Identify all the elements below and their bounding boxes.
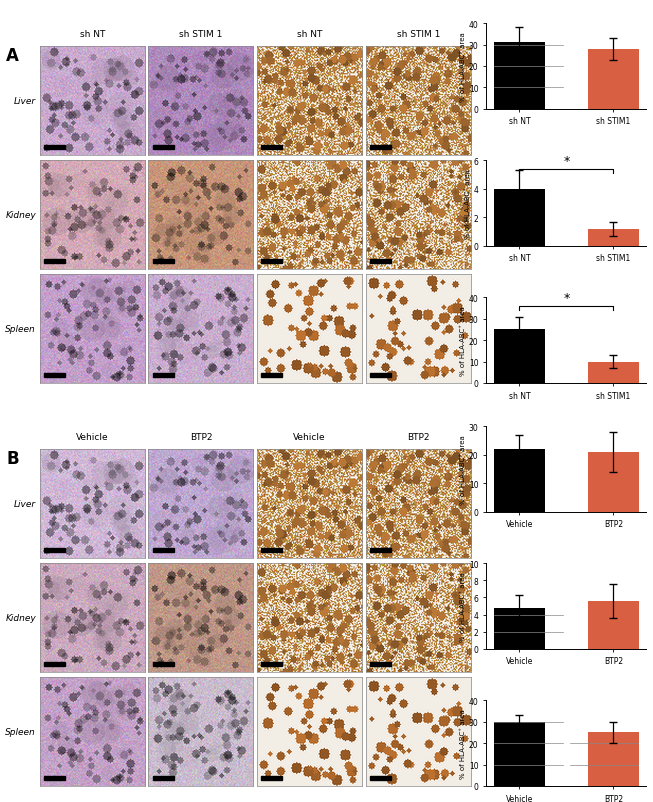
Bar	[44, 260, 65, 264]
Bar	[370, 662, 391, 666]
Bar	[588, 732, 639, 786]
Bar	[153, 662, 174, 666]
Bar	[261, 776, 282, 780]
Bar	[370, 549, 391, 553]
Bar	[370, 146, 391, 150]
Bar	[494, 722, 545, 786]
Y-axis label: % of HLA-ABC⁺ area: % of HLA-ABC⁺ area	[460, 708, 466, 778]
Bar	[494, 608, 545, 649]
Bar	[494, 189, 545, 246]
Bar	[261, 374, 282, 378]
Y-axis label: % of HLA-ABC⁺ area: % of HLA-ABC⁺ area	[460, 306, 466, 375]
Bar	[370, 260, 391, 264]
Y-axis label: % of HLA-ABC⁺ area: % of HLA-ABC⁺ area	[460, 572, 466, 641]
Bar	[44, 662, 65, 666]
Bar	[153, 146, 174, 150]
Y-axis label: % of HLA-ABC⁺ area: % of HLA-ABC⁺ area	[460, 435, 466, 504]
Bar	[261, 260, 282, 264]
Text: A: A	[6, 47, 19, 65]
Text: *: *	[564, 292, 569, 305]
Y-axis label: % of HLA-ABC⁺ area: % of HLA-ABC⁺ area	[465, 169, 471, 238]
Y-axis label: % of HLA-ABC⁺ area: % of HLA-ABC⁺ area	[460, 32, 466, 102]
Text: Kidney: Kidney	[5, 613, 36, 622]
Bar	[588, 452, 639, 512]
Text: sh NT: sh NT	[80, 30, 105, 39]
Bar	[153, 260, 174, 264]
Bar	[44, 146, 65, 150]
Bar	[153, 374, 174, 378]
Bar	[261, 146, 282, 150]
Bar	[588, 50, 639, 110]
Text: BTP2: BTP2	[189, 432, 212, 442]
Bar	[370, 776, 391, 780]
Bar	[44, 374, 65, 378]
Bar	[588, 602, 639, 649]
Text: *: *	[564, 155, 569, 168]
Bar	[44, 549, 65, 553]
Text: sh NT: sh NT	[297, 30, 323, 39]
Bar	[494, 330, 545, 383]
Bar	[588, 229, 639, 246]
Text: sh STIM 1: sh STIM 1	[180, 30, 223, 39]
Bar	[261, 662, 282, 666]
Bar	[588, 362, 639, 383]
Bar	[261, 549, 282, 553]
Text: Spleen: Spleen	[5, 727, 36, 736]
Bar	[153, 776, 174, 780]
Text: BTP2: BTP2	[407, 432, 430, 442]
Text: Vehicle: Vehicle	[293, 432, 326, 442]
Text: Spleen: Spleen	[5, 325, 36, 334]
Text: sh STIM 1: sh STIM 1	[396, 30, 440, 39]
Text: Liver: Liver	[14, 96, 36, 106]
Bar	[44, 776, 65, 780]
Bar	[153, 549, 174, 553]
Text: B: B	[6, 449, 19, 468]
Text: Vehicle: Vehicle	[76, 432, 108, 442]
Text: Liver: Liver	[14, 499, 36, 508]
Bar	[370, 374, 391, 378]
Text: Kidney: Kidney	[5, 211, 36, 220]
Bar	[494, 43, 545, 110]
Bar	[494, 449, 545, 512]
